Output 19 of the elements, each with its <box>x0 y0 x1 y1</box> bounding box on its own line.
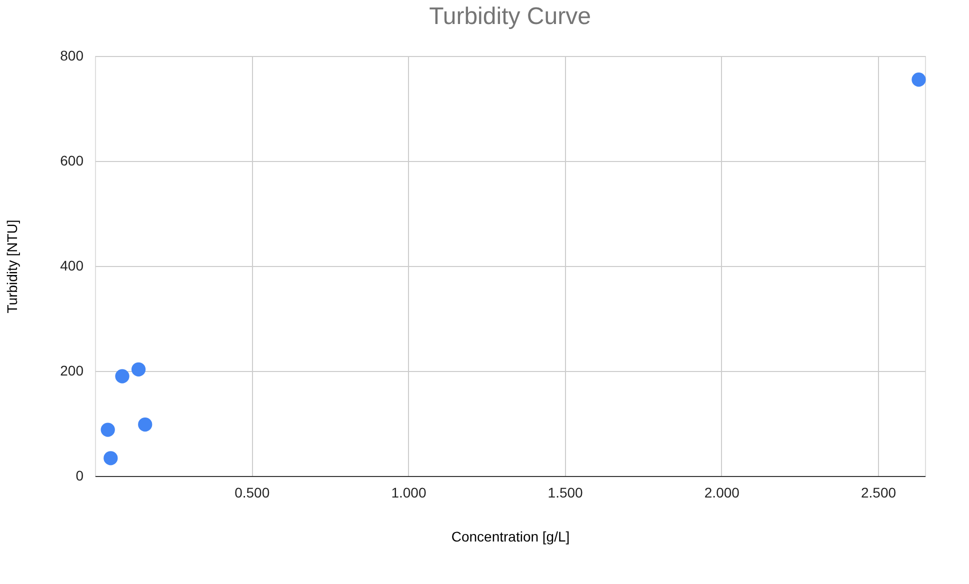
y-axis-title: Turbidity [NTU] <box>4 220 20 314</box>
point <box>131 362 146 376</box>
y-tick-label: 800 <box>60 48 84 64</box>
point <box>912 72 926 87</box>
y-tick-label: 600 <box>60 152 84 168</box>
y-tick-label: 200 <box>60 362 84 378</box>
point <box>115 369 130 384</box>
y-tick-label: 400 <box>60 258 84 274</box>
x-tick-label: 0.500 <box>234 484 270 500</box>
point <box>138 417 152 432</box>
y-tick-label: 0 <box>76 468 84 484</box>
chart-title: Turbidity Curve <box>429 3 591 30</box>
point <box>104 451 118 466</box>
x-tick-label: 1.000 <box>391 484 426 500</box>
x-axis-title: Concentration [g/L] <box>451 528 570 544</box>
point <box>100 422 115 437</box>
x-tick-label: 2.500 <box>860 484 896 500</box>
x-tick-label: 1.500 <box>548 484 584 500</box>
x-tick-label: 2.000 <box>704 484 740 500</box>
